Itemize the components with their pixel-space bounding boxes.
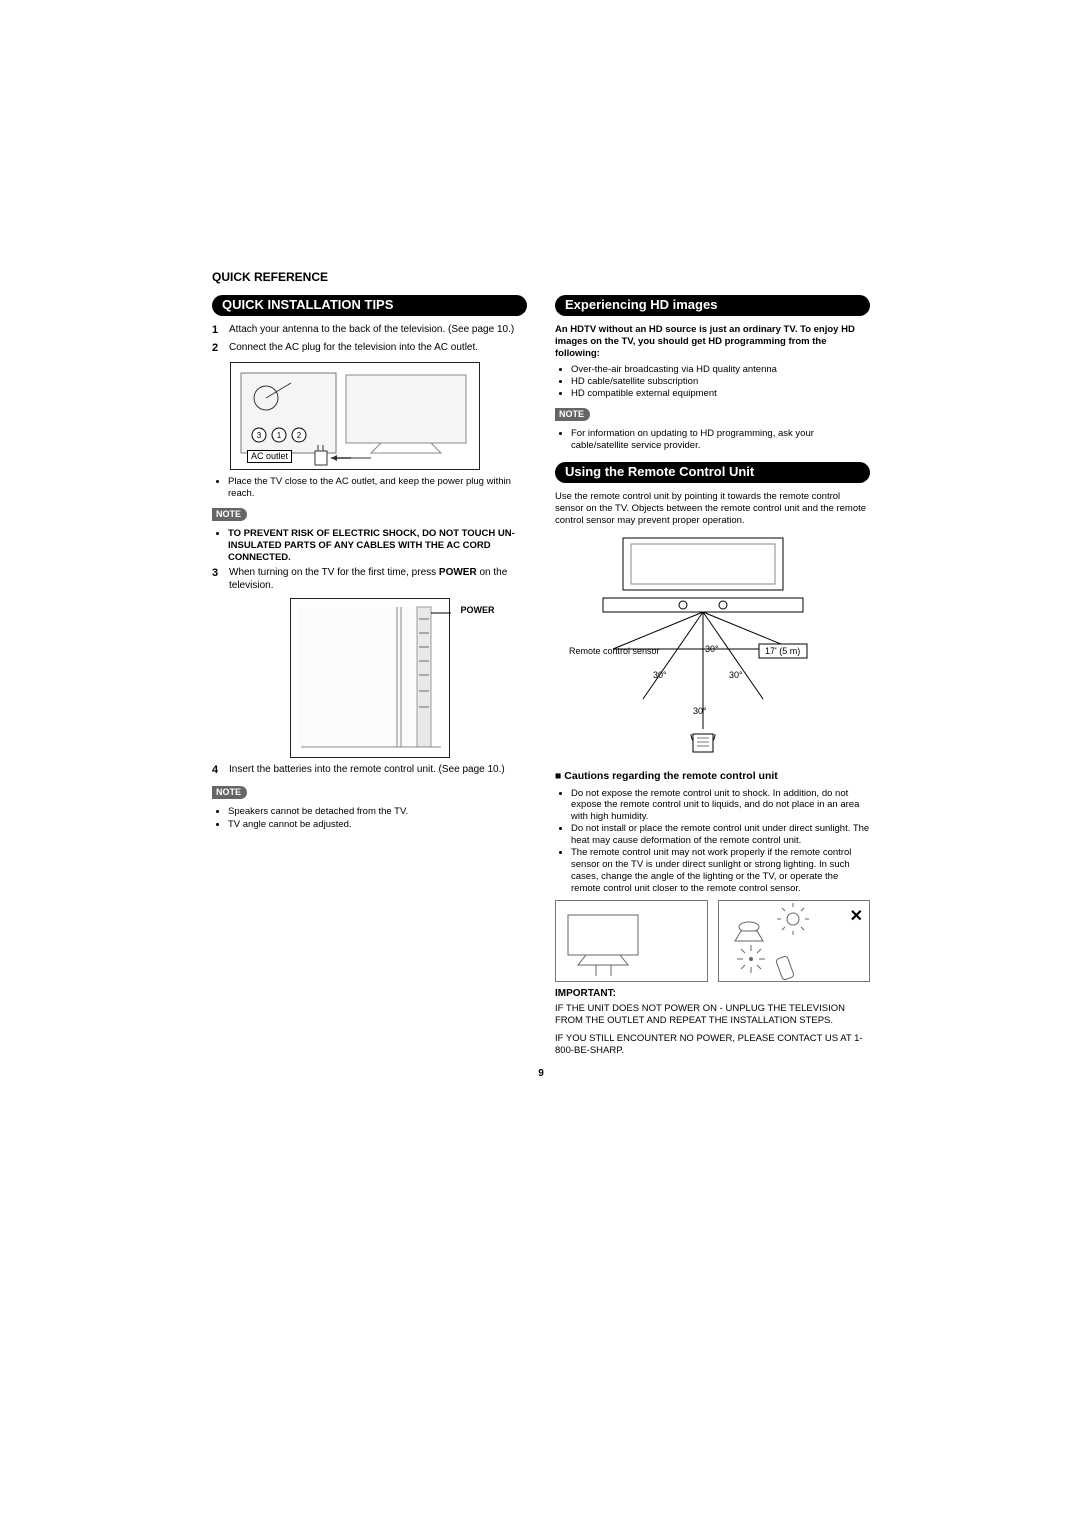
hd-list: Over-the-air broadcasting via HD quality…	[555, 364, 870, 400]
page-number: 9	[212, 1068, 870, 1081]
power-label: POWER	[460, 605, 494, 616]
list-item: For information on updating to HD progra…	[571, 428, 870, 452]
list-item: TV angle cannot be adjusted.	[228, 819, 527, 831]
figure2-svg	[291, 599, 451, 759]
step-4: 4 Insert the batteries into the remote c…	[212, 764, 527, 778]
hd-section-title: Experiencing HD images	[555, 295, 870, 316]
svg-text:1: 1	[277, 431, 282, 440]
step-text: When turning on the TV for the first tim…	[229, 567, 527, 592]
svg-text:2: 2	[297, 431, 302, 440]
step-1: 1 Attach your antenna to the back of the…	[212, 324, 527, 338]
step-text: Connect the AC plug for the television i…	[229, 342, 527, 355]
step-number: 3	[212, 567, 222, 581]
step-2: 2 Connect the AC plug for the television…	[212, 342, 527, 356]
step3-pre: When turning on the TV for the first tim…	[229, 567, 439, 578]
caution-fig1-svg	[556, 901, 707, 983]
angle-label: 30°	[653, 670, 667, 681]
important-text-2: IF YOU STILL ENCOUNTER NO POWER, PLEASE …	[555, 1033, 870, 1057]
cautions-heading: ■ Cautions regarding the remote control …	[555, 770, 870, 783]
step-3: 3 When turning on the TV for the first t…	[212, 567, 527, 592]
cautions-list: Do not expose the remote control unit to…	[555, 788, 870, 895]
important-label: IMPORTANT:	[555, 988, 870, 1001]
list-item: Do not install or place the remote contr…	[571, 823, 870, 847]
note-tag: NOTE	[212, 508, 247, 521]
caution-fig-1	[555, 900, 708, 982]
important-text-1: IF THE UNIT DOES NOT POWER ON - UNPLUG T…	[555, 1003, 870, 1027]
distance-label: 17' (5 m)	[765, 646, 800, 657]
note-tag: NOTE	[555, 408, 590, 421]
quick-install-title: QUICK INSTALLATION TIPS	[212, 295, 527, 316]
list-item: TO PREVENT RISK OF ELECTRIC SHOCK, DO NO…	[228, 528, 527, 564]
note1-bold-text: TO PREVENT RISK OF ELECTRIC SHOCK, DO NO…	[228, 528, 515, 563]
angle-label: 30°	[693, 706, 707, 717]
step3-bold: POWER	[439, 567, 477, 578]
page-heading: QUICK REFERENCE	[212, 270, 870, 285]
step-text: Attach your antenna to the back of the t…	[229, 324, 527, 337]
caution-fig-2: ✕	[718, 900, 871, 982]
list-item: Do not expose the remote control unit to…	[571, 788, 870, 824]
remote-sensor-label: Remote control sensor	[569, 646, 660, 657]
hd-lead: An HDTV without an HD source is just an …	[555, 324, 870, 360]
note2-list: Speakers cannot be detached from the TV.…	[212, 806, 527, 831]
remote-lead: Use the remote control unit by pointing …	[555, 491, 870, 527]
ac-outlet-label: AC outlet	[247, 450, 292, 463]
list-item: Over-the-air broadcasting via HD quality…	[571, 364, 870, 376]
list-item: Speakers cannot be detached from the TV.	[228, 806, 527, 818]
step-number: 1	[212, 324, 222, 338]
angle-label: 30°	[729, 670, 743, 681]
remote-section-title: Using the Remote Control Unit	[555, 462, 870, 483]
note1-list: TO PREVENT RISK OF ELECTRIC SHOCK, DO NO…	[212, 528, 527, 564]
two-column-layout: QUICK INSTALLATION TIPS 1 Attach your an…	[212, 295, 870, 1056]
square-bullet-icon: ■	[555, 770, 564, 782]
hd-note-list: For information on updating to HD progra…	[555, 428, 870, 452]
caution-fig2-svg	[719, 901, 870, 983]
list-item: Place the TV close to the AC outlet, and…	[228, 476, 527, 500]
list-item: HD compatible external equipment	[571, 388, 870, 400]
step-text: Insert the batteries into the remote con…	[229, 764, 527, 777]
cautions-head-text: Cautions regarding the remote control un…	[564, 770, 778, 782]
x-mark-icon: ✕	[850, 907, 863, 927]
left-column: QUICK INSTALLATION TIPS 1 Attach your an…	[212, 295, 527, 1056]
note-tag: NOTE	[212, 786, 247, 799]
angle-label: 30°	[705, 644, 719, 655]
step-number: 2	[212, 342, 222, 356]
tv-power-figure: POWER	[290, 598, 450, 758]
list-item: The remote control unit may not work pro…	[571, 847, 870, 895]
fig1-note-list: Place the TV close to the AC outlet, and…	[212, 476, 527, 500]
list-item: HD cable/satellite subscription	[571, 376, 870, 388]
antenna-ac-figure: 3 1 2 AC outlet	[230, 362, 480, 470]
caution-figure-row: ✕	[555, 900, 870, 982]
remote-angle-diagram: Remote control sensor 30° 30° 30° 30° 17…	[573, 534, 833, 764]
step-number: 4	[212, 764, 222, 778]
svg-text:3: 3	[257, 431, 262, 440]
right-column: Experiencing HD images An HDTV without a…	[555, 295, 870, 1056]
